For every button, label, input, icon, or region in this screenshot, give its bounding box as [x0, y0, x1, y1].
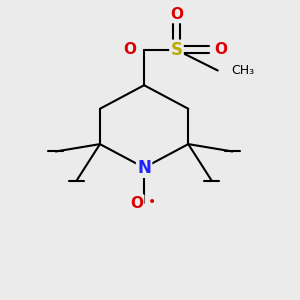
- Text: O: O: [130, 196, 143, 211]
- Text: O: O: [214, 42, 227, 57]
- Text: O: O: [170, 7, 183, 22]
- Text: CH₃: CH₃: [231, 64, 254, 77]
- Text: •: •: [148, 194, 157, 208]
- Text: S: S: [170, 41, 182, 59]
- Text: N: N: [137, 159, 151, 177]
- Text: O: O: [124, 42, 136, 57]
